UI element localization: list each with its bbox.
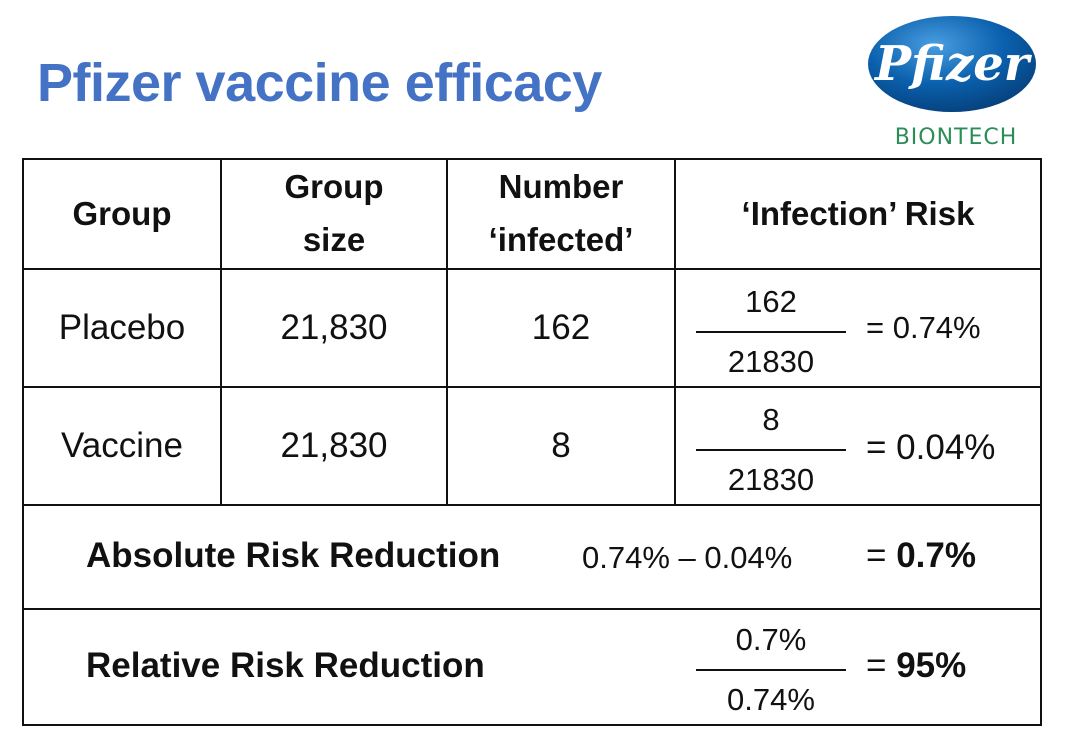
- fraction-denominator: 0.74%: [727, 682, 815, 717]
- header-number-infected-line1: Number: [498, 168, 624, 206]
- fraction-bar: [696, 331, 846, 333]
- placebo-risk-fraction: 162 21830: [696, 284, 846, 380]
- cell-infected: 8: [551, 426, 571, 465]
- row-divider: [24, 386, 1040, 388]
- row-divider: [24, 504, 1040, 506]
- fraction-denominator: 21830: [727, 344, 815, 379]
- header-group: Group: [24, 160, 220, 268]
- vaccine-risk-fraction: 8 21830: [696, 402, 846, 498]
- svg-text:BIONTECH: BIONTECH: [895, 125, 1018, 150]
- cell-group: Placebo: [58, 308, 186, 347]
- cell-size: 21,830: [280, 426, 388, 465]
- relative-risk-value: 95%: [896, 646, 967, 685]
- eq-sign: =: [866, 536, 887, 575]
- cell-group: Vaccine: [61, 426, 183, 465]
- header-group-size: Group size: [222, 160, 446, 268]
- cell-infected: 162: [531, 308, 591, 347]
- header-infection-risk-label: ‘Infection’ Risk: [741, 194, 975, 232]
- efficacy-table: Group Group size Number ‘infected’ ‘Infe…: [22, 158, 1042, 726]
- fraction-numerator: 0.7%: [735, 622, 807, 657]
- fraction-numerator: 8: [762, 402, 780, 437]
- relative-risk-result: = 95%: [866, 646, 966, 686]
- fraction-numerator: 162: [745, 284, 797, 319]
- relative-risk-fraction: 0.7% 0.74%: [696, 622, 846, 718]
- page-title: Pfizer vaccine efficacy: [37, 53, 602, 113]
- row-divider: [24, 608, 1040, 610]
- cell-size: 21,830: [280, 308, 388, 347]
- absolute-risk-result: = 0.7%: [866, 536, 976, 576]
- table-row-vaccine-infected: 8: [448, 388, 674, 504]
- column-divider: [220, 160, 222, 504]
- row-divider: [24, 268, 1040, 270]
- fraction-bar: [696, 669, 846, 671]
- placebo-risk-result: = 0.74%: [866, 310, 981, 345]
- fraction-bar: [696, 449, 846, 451]
- header-infection-risk: ‘Infection’ Risk: [676, 160, 1040, 268]
- header-group-size-line2: size: [302, 221, 366, 258]
- svg-text:Pfizer: Pfizer: [873, 36, 1033, 92]
- header-number-infected: Number ‘infected’: [448, 160, 674, 268]
- header-group-size-line1: Group: [284, 168, 384, 206]
- fraction-denominator: 21830: [727, 462, 815, 497]
- table-row-placebo-group: Placebo: [24, 270, 220, 386]
- absolute-risk-value: 0.7%: [896, 536, 976, 575]
- absolute-risk-reduction-label: Absolute Risk Reduction: [86, 536, 501, 575]
- pfizer-logo-icon: Pfizer BIONTECH: [868, 16, 1036, 150]
- header-group-label: Group: [72, 194, 172, 232]
- column-divider: [446, 160, 448, 504]
- pfizer-biontech-logo: Pfizer BIONTECH: [862, 12, 1042, 152]
- vaccine-risk-result: = 0.04%: [866, 428, 996, 467]
- table-row-placebo-size: 21,830: [222, 270, 446, 386]
- column-divider: [674, 160, 676, 504]
- table-row-placebo-infected: 162: [448, 270, 674, 386]
- table-row-vaccine-size: 21,830: [222, 388, 446, 504]
- relative-risk-reduction-label: Relative Risk Reduction: [86, 646, 485, 685]
- table-row-vaccine-group: Vaccine: [24, 388, 220, 504]
- absolute-risk-expression: 0.74% – 0.04%: [582, 540, 793, 575]
- header-number-infected-line2: ‘infected’: [488, 221, 634, 258]
- eq-sign: =: [866, 646, 887, 685]
